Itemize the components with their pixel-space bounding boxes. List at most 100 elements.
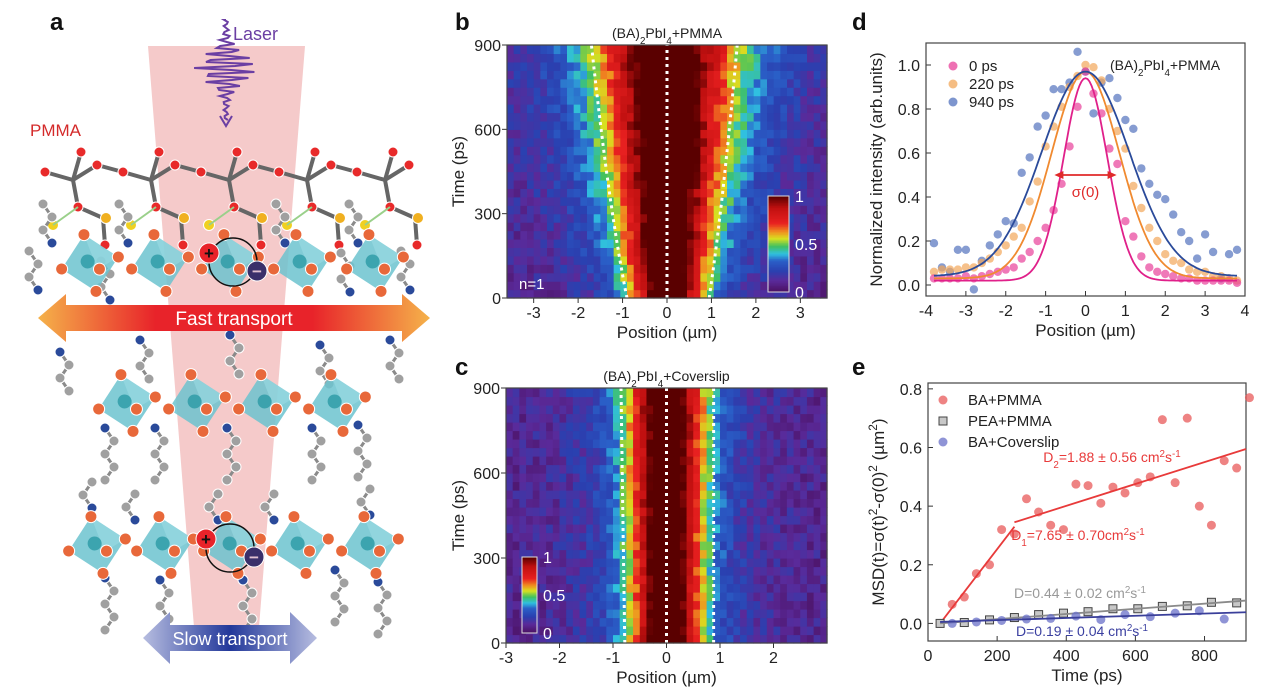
heatmap-cell xyxy=(813,61,821,71)
heatmap-cell xyxy=(753,137,761,147)
heatmap-cell xyxy=(559,405,567,415)
heatmap-cell xyxy=(539,422,547,432)
heatmap-cell xyxy=(653,617,661,627)
colorbar-segment xyxy=(768,280,789,283)
heatmap-cell xyxy=(580,45,588,55)
data-point xyxy=(1145,223,1154,232)
heatmap-cell xyxy=(793,53,801,63)
heatmap-cell xyxy=(620,213,628,223)
heatmap-cell xyxy=(820,617,828,627)
heatmap-cell xyxy=(766,413,775,423)
heatmap-cell xyxy=(807,281,815,291)
heatmap-cell xyxy=(600,78,608,88)
heatmap-cell xyxy=(740,617,748,627)
lead-atom xyxy=(365,254,380,269)
heatmap-cell xyxy=(512,447,520,457)
heatmap-cell xyxy=(607,238,615,248)
heatmap-cell xyxy=(706,532,714,542)
heatmap-cell xyxy=(753,213,761,223)
heatmap-cell xyxy=(773,600,781,610)
heatmap-cell xyxy=(592,481,601,491)
heatmap-cell xyxy=(586,541,594,551)
heatmap-cell xyxy=(653,600,661,610)
heatmap-cell xyxy=(793,575,801,585)
heatmap-cell xyxy=(560,230,568,240)
heatmap-cell xyxy=(566,558,574,568)
heatmap-cell xyxy=(653,634,661,644)
heatmap-cell xyxy=(620,53,628,63)
heatmap-cell xyxy=(546,609,554,619)
heatmap-cell xyxy=(600,213,608,223)
heatmap-cell xyxy=(552,524,561,534)
heatmap-cell xyxy=(673,247,681,257)
heatmap-cell xyxy=(513,137,521,147)
heatmap-cell xyxy=(640,95,648,105)
heatmap-cell xyxy=(659,617,668,627)
heatmap-cell xyxy=(512,413,520,423)
heatmap-cell xyxy=(573,247,581,257)
heatmap-cell xyxy=(653,413,661,423)
heatmap-cell xyxy=(720,549,728,559)
heatmap-cell xyxy=(726,396,734,406)
heatmap-cell xyxy=(607,129,615,139)
heatmap-cell xyxy=(599,481,607,491)
heatmap-cell xyxy=(539,473,547,483)
heatmap-cell xyxy=(592,422,601,432)
heatmap-cell xyxy=(633,53,641,63)
heatmap-cell xyxy=(626,566,634,576)
heatmap-cell xyxy=(613,464,621,474)
heatmap-cell xyxy=(613,583,621,593)
data-point xyxy=(1137,252,1146,261)
heatmap-cell xyxy=(780,188,788,198)
heatmap-cell xyxy=(706,575,714,585)
heatmap-cell xyxy=(580,95,588,105)
laser-pulse-icon xyxy=(194,19,255,128)
heatmap-cell xyxy=(753,289,761,299)
electron-symbol: − xyxy=(252,262,262,281)
data-point xyxy=(1192,254,1202,263)
heatmap-cell xyxy=(633,549,641,559)
heatmap-cell xyxy=(547,154,555,164)
heatmap-cell xyxy=(813,413,821,423)
heatmap-cell xyxy=(687,255,695,265)
heatmap-cell xyxy=(747,163,755,173)
heatmap-cell xyxy=(607,137,615,147)
heatmap-cell xyxy=(633,532,641,542)
heatmap-cell xyxy=(520,272,528,282)
heatmap-cell xyxy=(753,78,761,88)
heatmap-cell xyxy=(512,490,520,500)
heatmap-cell xyxy=(673,388,681,398)
heatmap-cell xyxy=(599,498,607,508)
iodine-atom xyxy=(335,544,349,558)
heatmap-cell xyxy=(686,515,694,525)
heatmap-cell xyxy=(532,498,541,508)
heatmap-cell xyxy=(740,507,748,517)
heatmap-cell xyxy=(820,53,828,63)
heatmap-cell xyxy=(787,281,795,291)
carbon-atom xyxy=(279,211,291,223)
heatmap-cell xyxy=(679,430,688,440)
heatmap-cell xyxy=(520,95,528,105)
heatmap-cell xyxy=(573,272,581,282)
heatmap-cell xyxy=(727,137,735,147)
heatmap-cell xyxy=(646,609,654,619)
heatmap-cell xyxy=(820,566,828,576)
heatmap-cell xyxy=(780,53,788,63)
heatmap-cell xyxy=(667,61,675,71)
data-point xyxy=(1046,520,1056,530)
heatmap-cell xyxy=(687,154,695,164)
heatmap-cell xyxy=(553,247,561,257)
heatmap-cell xyxy=(773,112,781,122)
heatmap-cell xyxy=(806,473,815,483)
heatmap-cell xyxy=(547,129,555,139)
heatmap-cell xyxy=(572,592,581,602)
heatmap-cell xyxy=(820,281,828,291)
heatmap-cell xyxy=(660,222,668,232)
heatmap-cell xyxy=(693,532,701,542)
heatmap-cell xyxy=(753,146,761,156)
heatmap-cell xyxy=(760,532,768,542)
colorbar-segment xyxy=(768,207,789,210)
heatmap-cell xyxy=(687,179,695,189)
heatmap-cell xyxy=(693,396,701,406)
heatmap-cell xyxy=(599,490,607,500)
